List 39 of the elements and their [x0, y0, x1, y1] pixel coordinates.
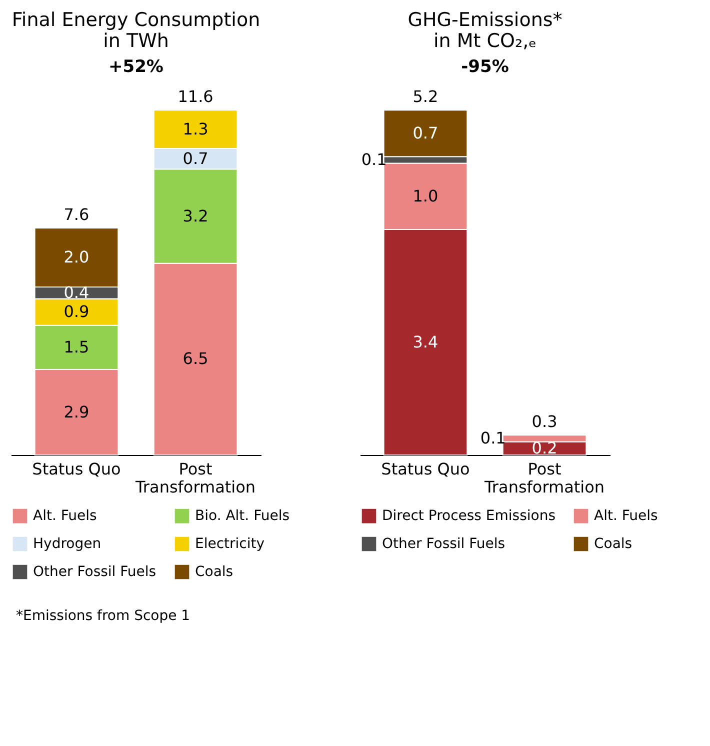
- data-label: 0.7: [182, 148, 208, 168]
- legend-label: Other Fossil Fuels: [33, 564, 156, 580]
- text: +52%: [108, 57, 164, 77]
- x-tick-label: Status Quo: [32, 460, 121, 478]
- text: -95%: [461, 57, 509, 77]
- chart-title: Final Energy Consumption: [12, 9, 260, 31]
- legend-label: Coals: [195, 564, 234, 580]
- x-tick-label: Status Quo: [381, 460, 470, 478]
- legend-label: Hydrogen: [33, 536, 102, 552]
- data-label: 0.7: [412, 123, 438, 142]
- data-label: 3.2: [182, 206, 208, 226]
- data-label: 2.0: [64, 248, 90, 267]
- legend-label: Electricity: [195, 536, 265, 552]
- data-label: 1.3: [182, 119, 208, 138]
- legend-label: Alt. Fuels: [33, 508, 97, 524]
- chart-title: GHG-Emissions*: [408, 9, 562, 31]
- text: *Emissions from Scope 1: [16, 608, 192, 624]
- legend-label: Bio. Alt. Fuels: [195, 508, 290, 524]
- data-label: 0.2: [532, 438, 558, 458]
- total-label: 7.6: [64, 205, 90, 224]
- data-label: 1.0: [412, 186, 438, 206]
- total-label: 5.2: [412, 87, 438, 106]
- x-tick-label: Post Transformation: [484, 460, 605, 496]
- x-tick-label: Post Transformation: [134, 460, 256, 496]
- total-label: 11.6: [178, 87, 214, 106]
- data-label: 2.9: [64, 402, 90, 422]
- data-label: 1.5: [64, 337, 90, 356]
- data-label: 0.1: [361, 150, 387, 169]
- legend-label: Coals: [594, 536, 632, 552]
- data-label: 3.4: [412, 332, 438, 352]
- chart-subtitle: in TWh: [103, 30, 169, 52]
- data-label: 6.5: [182, 349, 208, 368]
- data-label: 0.9: [64, 302, 90, 322]
- legend-label: Alt. Fuels: [594, 508, 658, 524]
- chart-subtitle: in Mt CO₂,ₑ: [433, 30, 537, 52]
- data-label: 0.1: [480, 428, 506, 448]
- total-label: 0.3: [532, 412, 558, 432]
- legend-label: Direct Process Emissions: [382, 508, 556, 524]
- legend-label: Other Fossil Fuels: [382, 536, 506, 552]
